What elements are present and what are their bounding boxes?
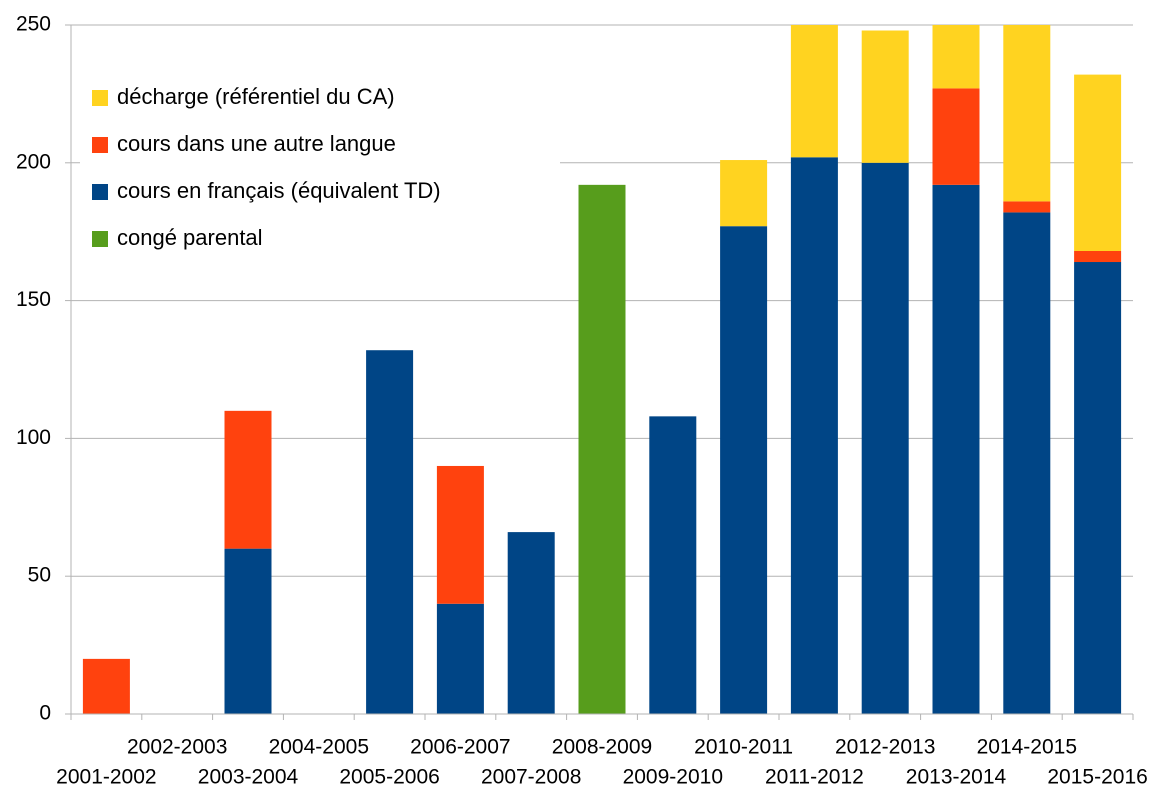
x-tick-label: 2003-2004: [198, 766, 299, 789]
x-tick-label: 2011-2012: [765, 766, 864, 789]
x-tick-label: 2010-2011: [694, 736, 793, 759]
bar-segment: [366, 350, 414, 714]
axes: 0 50 100 150 200 250 2001-2002 2002-2003 2003-20…: [16, 13, 1148, 789]
bar-segment: [720, 160, 768, 227]
x-tick-label: 2009-2010: [623, 766, 723, 789]
legend-swatch: [92, 231, 108, 247]
legend-swatch: [92, 184, 108, 200]
x-tick-label: 2013-2014: [906, 766, 1007, 789]
bar-segment: [224, 410, 272, 549]
x-tick-label: 2007-2008: [481, 766, 581, 789]
bar-segment: [224, 548, 272, 714]
bar-segment: [1074, 250, 1122, 263]
bar-segment: [1003, 212, 1051, 714]
legend-label: congé parental: [117, 225, 263, 250]
bar-segment: [932, 184, 980, 714]
bar-segment: [578, 184, 626, 714]
legend-label: cours en français (équivalent TD): [117, 178, 441, 203]
bar-segment: [861, 162, 909, 714]
bar-segment: [790, 25, 838, 158]
x-tick-label: 2004-2005: [269, 736, 369, 759]
legend-swatch: [92, 137, 108, 153]
bar-segment: [507, 532, 555, 714]
bar-segment: [861, 30, 909, 163]
bar-segment: [436, 603, 484, 714]
bar-segment: [932, 25, 980, 89]
legend-label: décharge (référentiel du CA): [117, 84, 395, 109]
bar-segment: [1074, 74, 1122, 251]
legend-box: [80, 72, 560, 264]
y-tick-label: 0: [39, 702, 51, 725]
bar-segment: [1003, 25, 1051, 202]
x-tick-label: 2005-2006: [339, 766, 439, 789]
y-tick-label: 100: [16, 426, 51, 449]
bar-segment: [932, 88, 980, 185]
x-tick-label: 2015-2016: [1047, 766, 1147, 789]
y-tick-label: 150: [16, 288, 51, 311]
bar-segment: [1003, 201, 1051, 213]
x-tick-label: 2006-2007: [410, 736, 510, 759]
legend: décharge (référentiel du CA) cours dans u…: [80, 72, 560, 264]
y-tick-label: 200: [16, 150, 51, 173]
y-tick-label: 50: [28, 564, 51, 587]
bar-segment: [720, 226, 768, 714]
x-tick-label: 2001-2002: [56, 766, 156, 789]
legend-swatch: [92, 90, 108, 106]
x-tick-label: 2002-2003: [127, 736, 227, 759]
x-tick-label: 2014-2015: [977, 736, 1077, 759]
legend-label: cours dans une autre langue: [117, 131, 396, 156]
bar-segment: [649, 416, 697, 714]
x-tick-label: 2008-2009: [552, 736, 652, 759]
bar-segment: [790, 157, 838, 714]
x-tick-label: 2012-2013: [835, 736, 935, 759]
bar-segment: [1074, 262, 1122, 714]
bars: [82, 25, 1122, 714]
bar-segment: [436, 465, 484, 604]
bar-segment: [82, 658, 130, 714]
y-tick-label: 250: [16, 13, 51, 36]
